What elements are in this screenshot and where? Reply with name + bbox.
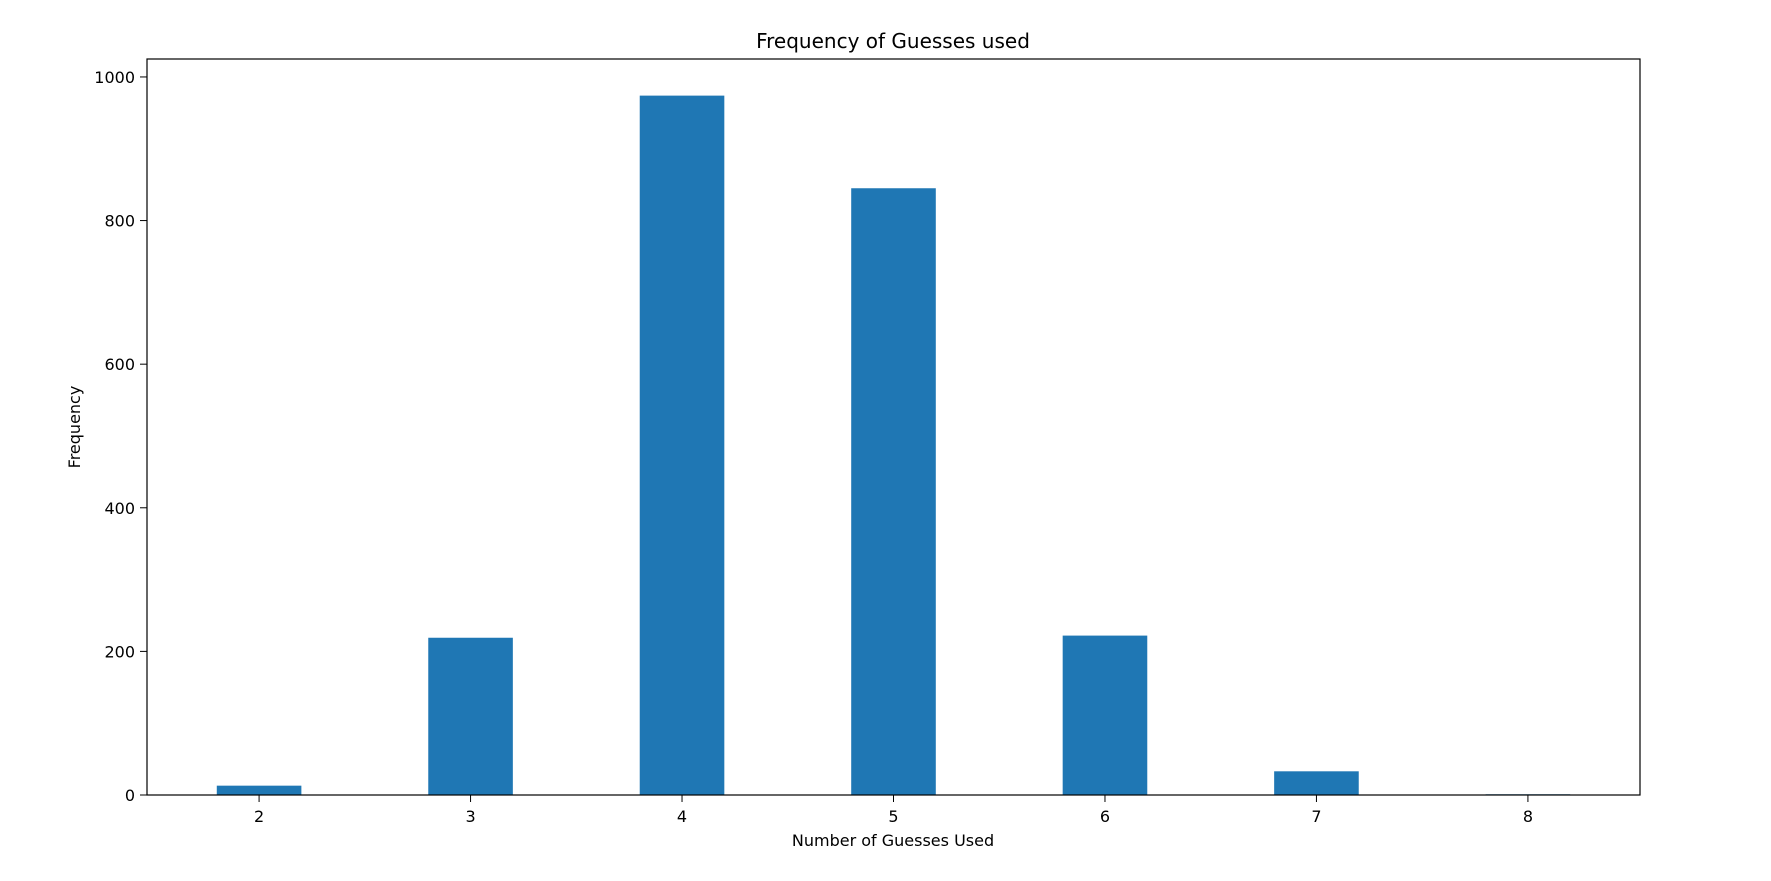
x-tick-label: 7 bbox=[1311, 807, 1321, 826]
y-axis-label: Frequency bbox=[65, 386, 84, 469]
y-tick-label: 0 bbox=[125, 786, 135, 805]
x-tick-label: 4 bbox=[677, 807, 687, 826]
plot-frame bbox=[146, 58, 1641, 796]
y-tick-label: 400 bbox=[104, 499, 135, 518]
bar-6 bbox=[1062, 635, 1148, 795]
x-tick-label: 2 bbox=[254, 807, 264, 826]
x-tick-label: 6 bbox=[1100, 807, 1110, 826]
bar-2 bbox=[216, 785, 302, 795]
bar-7 bbox=[1274, 771, 1359, 795]
x-axis-label: Number of Guesses Used bbox=[792, 831, 994, 850]
y-tick-label: 800 bbox=[104, 212, 135, 231]
bar-5 bbox=[851, 188, 936, 795]
y-axis-ticks: 0 200 400 600 800 1000 bbox=[94, 68, 147, 805]
y-tick-label: 200 bbox=[104, 642, 135, 661]
chart-title: Frequency of Guesses used bbox=[756, 29, 1030, 53]
y-tick-label: 1000 bbox=[94, 68, 135, 87]
x-tick-label: 8 bbox=[1523, 807, 1533, 826]
bars-group bbox=[216, 95, 1571, 796]
bar-4 bbox=[639, 95, 725, 796]
bar-3 bbox=[428, 637, 513, 795]
x-tick-label: 3 bbox=[465, 807, 475, 826]
y-tick-label: 600 bbox=[104, 355, 135, 374]
x-axis-ticks: 2 3 4 5 6 7 8 bbox=[254, 795, 1533, 826]
x-tick-label: 5 bbox=[888, 807, 898, 826]
